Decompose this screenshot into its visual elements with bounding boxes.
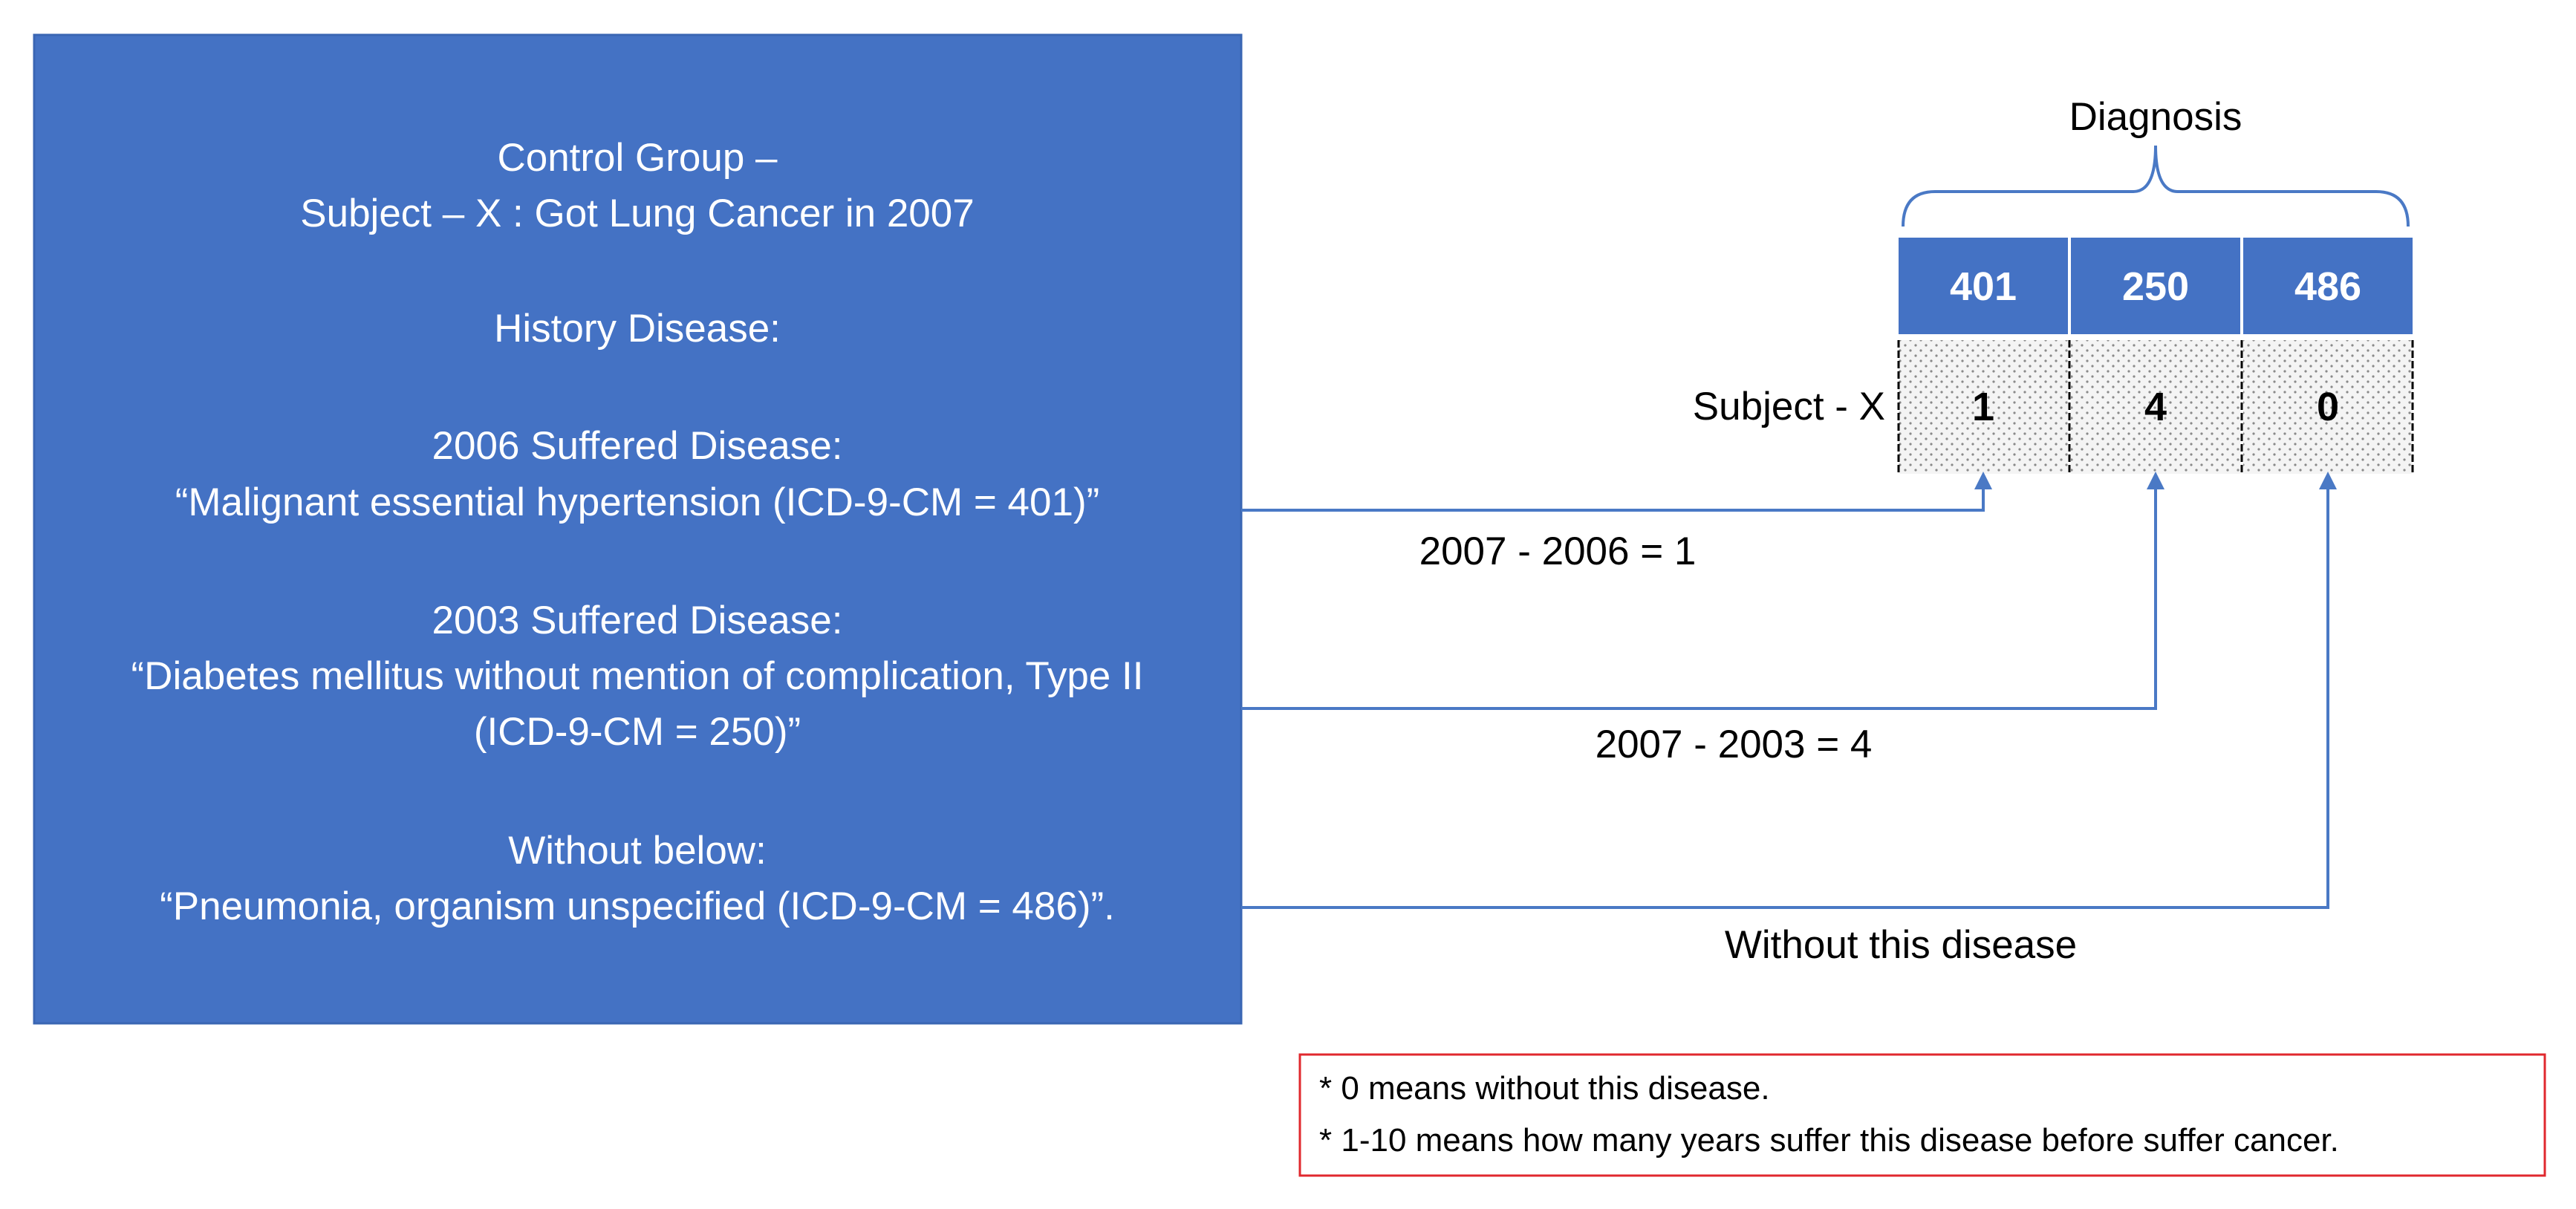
control-group-box-background bbox=[33, 33, 1243, 1025]
header-code-486: 486 bbox=[2294, 264, 2361, 309]
disease-2006-text: “Malignant essential hypertension (ICD-9… bbox=[175, 480, 1100, 524]
diagnosis-value-row: Subject - X 1 4 0 bbox=[1693, 340, 2414, 474]
connector-401 bbox=[1241, 472, 1992, 512]
without-text: “Pneumonia, organism unspecified (ICD-9-… bbox=[160, 884, 1115, 928]
note-box: * 0 means without this disease. * 1-10 m… bbox=[1298, 1053, 2546, 1177]
header-cell-401 bbox=[1899, 238, 2068, 334]
connector-label-401: 2007 - 2006 = 1 bbox=[1419, 529, 1697, 573]
disease-2003-text-line1: “Diabetes mellitus without mention of co… bbox=[131, 654, 1144, 698]
connector-label-250: 2007 - 2003 = 4 bbox=[1596, 723, 1873, 766]
disease-2003-heading: 2003 Suffered Disease: bbox=[432, 599, 843, 642]
diagnosis-brace bbox=[1902, 145, 2410, 227]
diagnosis-label: Diagnosis bbox=[2069, 95, 2242, 139]
value-250: 4 bbox=[2144, 385, 2167, 429]
row-label-subject-x: Subject - X bbox=[1693, 385, 1885, 428]
value-cell-401 bbox=[1899, 340, 2068, 474]
history-heading: History Disease: bbox=[494, 307, 781, 351]
value-cell-486 bbox=[2243, 340, 2413, 474]
diagnosis-header-row: 401 250 486 bbox=[1899, 238, 2413, 334]
value-401: 1 bbox=[1972, 385, 1994, 429]
without-heading: Without below: bbox=[508, 829, 767, 873]
header-cell-486 bbox=[2243, 238, 2413, 334]
value-cell-250 bbox=[2071, 340, 2240, 474]
note-line-1: * 0 means without this disease. bbox=[1319, 1070, 1770, 1107]
header-cell-250 bbox=[2071, 238, 2240, 334]
header-code-250: 250 bbox=[2122, 264, 2189, 309]
header-code-401: 401 bbox=[1950, 264, 2017, 309]
disease-2006-heading: 2006 Suffered Disease: bbox=[432, 424, 843, 468]
connector-486 bbox=[1241, 472, 2337, 909]
value-486: 0 bbox=[2317, 385, 2339, 429]
disease-2003-text-line2: (ICD-9-CM = 250)” bbox=[474, 710, 801, 754]
subject-line: Subject – X : Got Lung Cancer in 2007 bbox=[300, 192, 974, 235]
connector-250 bbox=[1241, 472, 2164, 710]
note-box-border bbox=[1298, 1053, 2546, 1177]
connector-label-486: Without this disease bbox=[1725, 923, 2077, 967]
connectors: 2007 - 2006 = 1 2007 - 2003 = 4 Without … bbox=[1241, 472, 2337, 967]
control-group-box: Control Group – Subject – X : Got Lung C… bbox=[33, 33, 1243, 1025]
diagnosis-group: Diagnosis bbox=[1902, 95, 2410, 227]
note-line-2: * 1-10 means how many years suffer this … bbox=[1319, 1122, 2339, 1159]
control-group-title: Control Group – bbox=[497, 136, 778, 180]
